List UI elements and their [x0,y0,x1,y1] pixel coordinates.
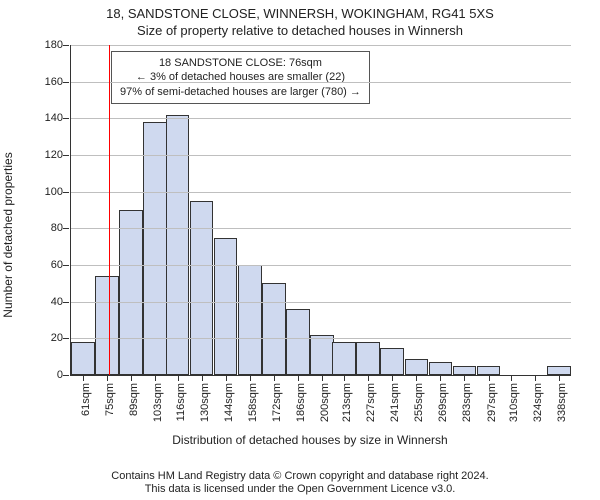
histogram-bar [95,276,119,375]
x-tick-label: 338sqm [556,383,568,422]
grid-line [71,228,571,229]
x-tick [83,375,84,381]
y-tick-label: 100 [45,186,71,198]
x-axis-label: Distribution of detached houses by size … [40,433,580,447]
property-marker-line [109,45,110,375]
histogram-bar [119,210,143,375]
x-tick [131,375,132,381]
grid-line [71,155,571,156]
x-tick [535,375,536,381]
histogram-bar [71,342,95,375]
x-tick [416,375,417,381]
x-tick-label: 241sqm [389,383,401,422]
x-tick [155,375,156,381]
x-tick [322,375,323,381]
y-tick-label: 20 [51,332,71,344]
histogram-bar [380,348,404,376]
x-tick [489,375,490,381]
grid-line [71,118,571,119]
footer: Contains HM Land Registry data © Crown c… [0,470,600,496]
x-tick-label: 61sqm [80,383,92,416]
histogram-bar [166,115,190,375]
x-tick [250,375,251,381]
y-tick-label: 120 [45,149,71,161]
x-tick-label: 158sqm [247,383,259,422]
y-tick-label: 40 [51,296,71,308]
x-tick [392,375,393,381]
grid-line [71,82,571,83]
y-tick-label: 180 [45,39,71,51]
x-tick [440,375,441,381]
x-tick [226,375,227,381]
histogram-bar [405,359,429,376]
chart-area: Number of detached properties 18 SANDSTO… [40,45,580,425]
x-tick-label: 200sqm [319,383,331,422]
grid-line [71,265,571,266]
x-tick-label: 255sqm [413,383,425,422]
y-tick-label: 60 [51,259,71,271]
plot-area: 18 SANDSTONE CLOSE: 76sqm ← 3% of detach… [70,45,571,376]
y-axis-label: Number of detached properties [1,152,15,317]
x-tick-label: 75sqm [104,383,116,416]
x-tick-label: 227sqm [365,383,377,422]
y-tick-label: 0 [57,369,71,381]
x-tick-label: 213sqm [341,383,353,422]
histogram-bar [214,238,238,376]
annotation-line-1: 18 SANDSTONE CLOSE: 76sqm [120,56,361,70]
y-tick-label: 80 [51,222,71,234]
histogram-bar [262,283,286,375]
x-tick [511,375,512,381]
x-tick [202,375,203,381]
histogram-bar [332,342,356,375]
x-tick [178,375,179,381]
footer-line-2: This data is licensed under the Open Gov… [0,483,600,496]
x-tick-label: 116sqm [175,383,187,421]
x-tick [107,375,108,381]
histogram-bar [547,366,571,375]
y-tick-label: 160 [45,76,71,88]
x-tick-label: 130sqm [199,383,211,422]
x-tick-label: 172sqm [271,383,283,422]
x-tick [274,375,275,381]
histogram-bar [143,122,167,375]
grid-line [71,45,571,46]
y-tick-label: 140 [45,112,71,124]
histogram-bar [356,342,380,375]
histogram-bar [286,309,310,375]
x-tick-label: 324sqm [532,383,544,422]
grid-line [71,192,571,193]
annotation-box: 18 SANDSTONE CLOSE: 76sqm ← 3% of detach… [111,51,370,104]
x-tick-label: 186sqm [295,383,307,422]
x-tick [559,375,560,381]
x-tick-label: 283sqm [461,383,473,422]
x-tick-label: 297sqm [486,383,498,422]
grid-line [71,338,571,339]
chart-title: 18, SANDSTONE CLOSE, WINNERSH, WOKINGHAM… [0,0,600,40]
x-tick-label: 310sqm [508,383,520,422]
x-tick [344,375,345,381]
title-line-1: 18, SANDSTONE CLOSE, WINNERSH, WOKINGHAM… [0,6,600,23]
histogram-bar [190,201,214,375]
x-tick-label: 103sqm [152,383,164,422]
footer-line-1: Contains HM Land Registry data © Crown c… [0,470,600,483]
histogram-bar [238,265,262,375]
histogram-bar [477,366,501,375]
histogram-bar [310,335,334,375]
histogram-bar [429,362,453,375]
x-tick [368,375,369,381]
histogram-bar [453,366,477,375]
x-tick [464,375,465,381]
x-tick [298,375,299,381]
grid-line [71,302,571,303]
x-tick-label: 269sqm [437,383,449,422]
x-tick-label: 89sqm [128,383,140,416]
x-tick-label: 144sqm [223,383,235,422]
title-line-2: Size of property relative to detached ho… [0,23,600,40]
annotation-line-3: 97% of semi-detached houses are larger (… [120,85,361,99]
